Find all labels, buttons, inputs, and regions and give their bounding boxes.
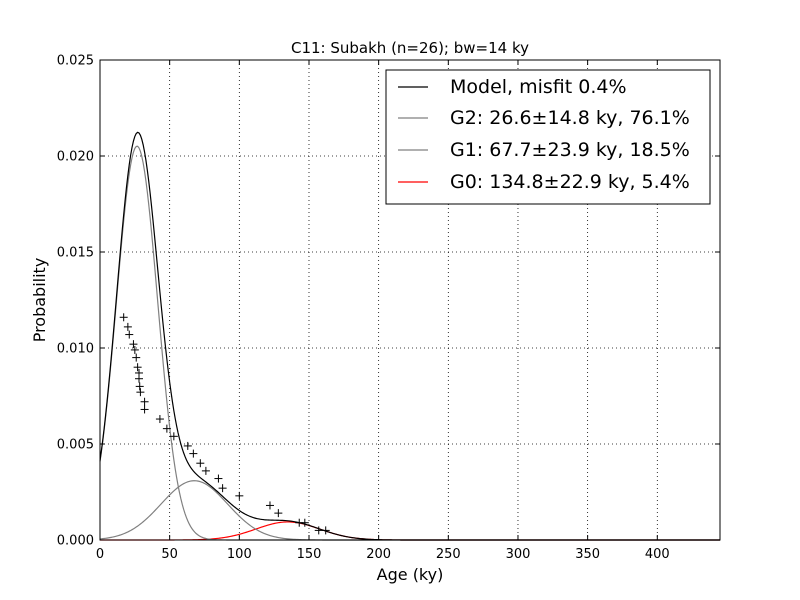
- sample-point: [201, 466, 210, 475]
- sample-point: [132, 353, 141, 362]
- sample-point: [140, 397, 149, 406]
- y-tick-label: 0.025: [57, 54, 94, 69]
- sample-points: [119, 313, 330, 535]
- sample-point: [189, 449, 198, 458]
- sample-point: [136, 388, 145, 397]
- legend-label-g2: G2: 26.6±14.8 ky, 76.1%: [450, 107, 690, 129]
- x-axis-label: Age (ky): [377, 565, 444, 584]
- y-tick-label: 0.015: [57, 246, 94, 261]
- x-tick-label: 200: [366, 547, 391, 562]
- sample-point: [314, 526, 323, 535]
- y-tick-label: 0.000: [57, 534, 94, 549]
- sample-point: [125, 330, 134, 339]
- plot-frame: [99, 59, 721, 541]
- x-tick-label: 0: [96, 547, 104, 562]
- sample-point: [162, 424, 171, 433]
- sample-point: [265, 501, 274, 510]
- legend-label-g1: G1: 67.7±23.9 ky, 18.5%: [450, 139, 690, 161]
- x-tick-label: 350: [575, 547, 600, 562]
- y-axis-label: Probability: [30, 258, 49, 343]
- sample-point: [133, 363, 142, 372]
- sample-point: [135, 382, 144, 391]
- x-tick-label: 150: [297, 547, 322, 562]
- y-tick-label: 0.020: [57, 150, 94, 165]
- sample-point: [214, 474, 223, 483]
- sample-point: [218, 484, 227, 493]
- axis-ticks: 0 50 100 150 200 250 300 350 400 0.000 0.005 0.010 0…: [57, 54, 720, 562]
- sample-point: [169, 432, 178, 441]
- sample-point: [196, 459, 205, 468]
- x-tick-label: 400: [645, 547, 670, 562]
- legend: Model, misfit 0.4% G2: 26.6±14.8 ky, 76.…: [385, 69, 711, 205]
- x-tick-label: 250: [436, 547, 461, 562]
- sample-point: [155, 415, 164, 424]
- sample-point: [183, 441, 192, 450]
- sample-point: [300, 518, 309, 527]
- sample-point: [321, 526, 330, 535]
- sample-point: [140, 405, 149, 414]
- sample-point: [119, 313, 128, 322]
- legend-box: [385, 69, 711, 205]
- sample-point: [235, 491, 244, 500]
- sample-point: [123, 322, 132, 331]
- sample-point: [274, 509, 283, 518]
- y-tick-label: 0.005: [57, 438, 94, 453]
- chart-title: C11: Subakh (n=26); bw=14 ky: [291, 39, 529, 57]
- legend-label-model: Model, misfit 0.4%: [450, 76, 627, 98]
- legend-label-g0: G0: 134.8±22.9 ky, 5.4%: [450, 171, 690, 193]
- sample-point: [135, 374, 144, 383]
- sample-point: [129, 340, 138, 349]
- x-tick-label: 50: [161, 547, 178, 562]
- x-tick-label: 300: [506, 547, 531, 562]
- y-tick-label: 0.010: [57, 342, 94, 357]
- x-tick-label: 100: [227, 547, 252, 562]
- sample-point: [130, 345, 139, 354]
